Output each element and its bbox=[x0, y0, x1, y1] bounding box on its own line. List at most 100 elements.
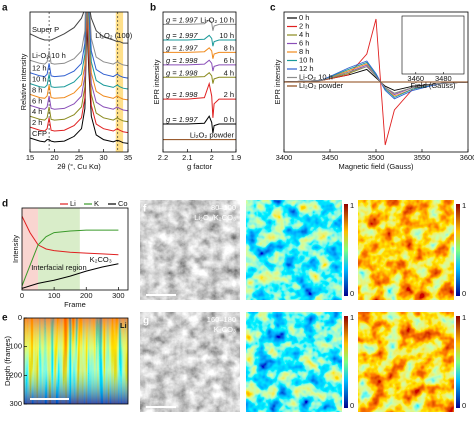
series-label: 2 h bbox=[32, 118, 42, 127]
region bbox=[22, 208, 39, 290]
phase-label: Li₂O₂/K₂CO₃ bbox=[194, 213, 236, 222]
line bbox=[30, 12, 128, 134]
line bbox=[30, 12, 128, 101]
series-label: 4 h bbox=[224, 68, 234, 77]
g-value: g = 1.997 bbox=[166, 115, 198, 124]
series-label: Li-O₂ 10 h bbox=[200, 15, 234, 24]
line bbox=[163, 115, 236, 134]
panel-label: g bbox=[143, 316, 149, 327]
annotation: K₂CO₃ bbox=[90, 255, 112, 264]
series-label: 6 h bbox=[32, 96, 42, 105]
axes-frame bbox=[162, 11, 237, 153]
plot-area bbox=[24, 318, 128, 404]
colorbar-tick-label: 1 bbox=[350, 313, 354, 322]
plot-area bbox=[30, 12, 128, 152]
plot-area bbox=[22, 208, 119, 290]
line bbox=[163, 71, 236, 84]
series-label: 10 h bbox=[32, 75, 47, 84]
series-label: 12 h bbox=[32, 64, 47, 73]
g-value: g = 1.998 bbox=[166, 56, 198, 65]
series-label: 4 h bbox=[32, 107, 42, 116]
panel-label: c bbox=[270, 3, 276, 14]
y-axis-label: Relative intensity bbox=[19, 53, 28, 110]
line bbox=[22, 263, 119, 289]
series-label: 2 h bbox=[224, 90, 234, 99]
x-tick-label: 3600 bbox=[460, 153, 474, 162]
sem-image bbox=[140, 200, 240, 300]
line bbox=[30, 12, 128, 112]
x-tick-label: 25 bbox=[75, 153, 83, 162]
x-tick-label: 0 bbox=[20, 291, 24, 300]
x-tick-label: 35 bbox=[124, 153, 132, 162]
legend-label: 2 h bbox=[299, 21, 309, 30]
x-axis-label: g factor bbox=[187, 162, 213, 171]
g-value: g = 1.997 bbox=[166, 31, 198, 40]
series-label: Super P bbox=[32, 25, 59, 34]
legend-label: Li-O₂ 10 h bbox=[299, 72, 333, 81]
line bbox=[163, 19, 236, 31]
series-label: 6 h bbox=[224, 56, 234, 65]
panel-label: a bbox=[2, 3, 8, 14]
legend-label: 8 h bbox=[299, 47, 309, 56]
line bbox=[30, 22, 128, 144]
colorbar-tick-label: 1 bbox=[462, 201, 466, 210]
panel: Li K Co Interfacial region K₂CO₃ 0 100 200 300 Fr… bbox=[11, 199, 129, 309]
line bbox=[163, 81, 236, 118]
x-tick-label: 200 bbox=[80, 291, 93, 300]
x-tick-label: 2 bbox=[210, 153, 214, 162]
axes-frame bbox=[23, 317, 129, 405]
line bbox=[163, 47, 236, 59]
line bbox=[163, 34, 236, 47]
x-tick-label: 3500 bbox=[368, 153, 385, 162]
inset-frame bbox=[401, 15, 465, 75]
composition-map bbox=[358, 312, 454, 412]
frame-range: 160–180 bbox=[207, 315, 236, 324]
annotation: Interfacial region bbox=[31, 263, 86, 272]
x-tick-label: 2.1 bbox=[182, 153, 192, 162]
band-label: Li₂O₂ (100) bbox=[95, 31, 133, 40]
composition-map bbox=[246, 200, 342, 300]
line bbox=[30, 12, 128, 90]
x-tick-label: 3400 bbox=[276, 153, 293, 162]
x-tick-label: 3550 bbox=[414, 153, 431, 162]
panel: Li 0 100 200 300 Depth (frames) bbox=[3, 313, 129, 408]
x-axis-label: Frame bbox=[64, 300, 86, 309]
x-tick-label: 100 bbox=[48, 291, 61, 300]
g-value: g = 1.998 bbox=[166, 68, 198, 77]
legend-label: Co bbox=[118, 199, 128, 208]
colorbar bbox=[344, 204, 348, 296]
line bbox=[30, 12, 128, 44]
colorbar-tick-label: 0 bbox=[462, 401, 466, 410]
colorbar-tick-label: 0 bbox=[350, 401, 354, 410]
sem-image bbox=[140, 312, 240, 412]
legend-label: 10 h bbox=[299, 55, 314, 64]
panel-label: d bbox=[2, 199, 8, 210]
region bbox=[38, 208, 80, 290]
y-axis-label: EPR intensity bbox=[152, 59, 161, 104]
line bbox=[22, 215, 119, 256]
colorbar-tick-label: 0 bbox=[350, 289, 354, 298]
line bbox=[22, 229, 119, 287]
g-value: g = 1.997 bbox=[166, 43, 198, 52]
legend-label: 6 h bbox=[299, 38, 309, 47]
inset-tick-label: 3480 bbox=[435, 74, 452, 83]
x-tick-label: 30 bbox=[99, 153, 107, 162]
legend-label: K bbox=[94, 199, 99, 208]
highlight-band bbox=[115, 12, 124, 152]
panel: CFP 2 h 4 h 6 h 8 h10 h 12 h Li-O₂ 10 h Super P… bbox=[19, 11, 132, 171]
line bbox=[163, 59, 236, 72]
inset-axis-label: Field (Gauss) bbox=[410, 81, 456, 90]
composition-map bbox=[358, 200, 454, 300]
series-label: 10 h bbox=[219, 31, 234, 40]
series-label: Li-O₂ 10 h bbox=[32, 51, 66, 60]
series-label: 8 h bbox=[224, 43, 234, 52]
colorbar bbox=[456, 316, 460, 408]
y-tick-label: 300 bbox=[9, 399, 22, 408]
y-axis-label: EPR intensity bbox=[273, 59, 282, 104]
legend-label: 4 h bbox=[299, 30, 309, 39]
x-tick-label: 15 bbox=[26, 153, 34, 162]
y-tick-label: 100 bbox=[9, 342, 22, 351]
colorbar-tick-label: 0 bbox=[462, 289, 466, 298]
